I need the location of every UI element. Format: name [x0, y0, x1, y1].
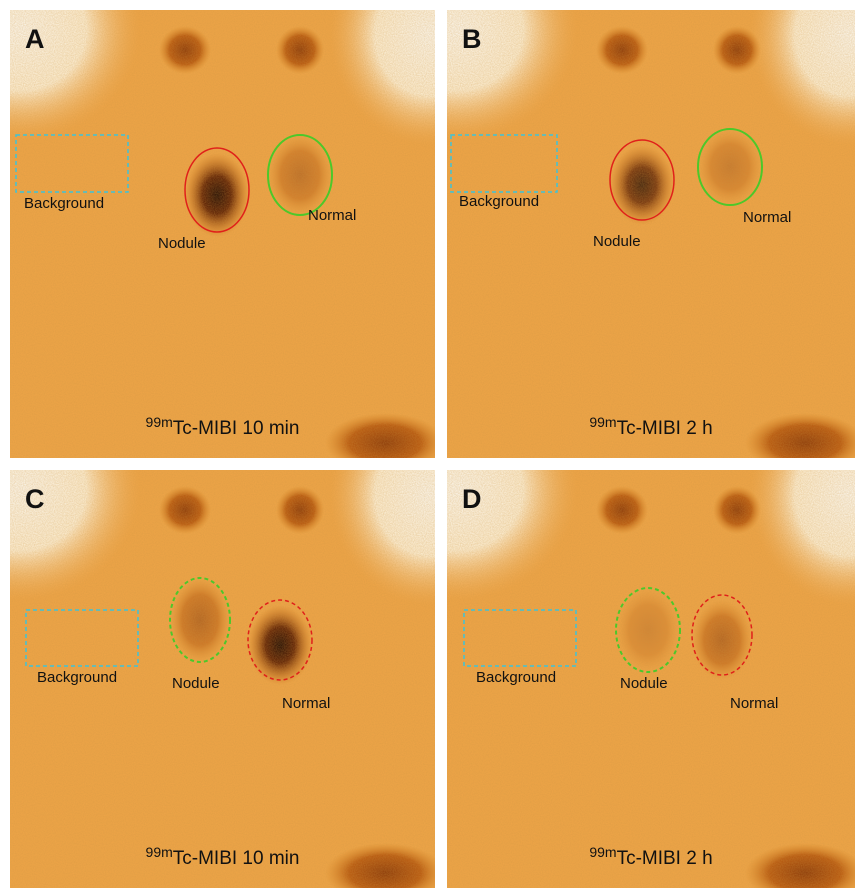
- nodule-label: Nodule: [620, 675, 668, 692]
- normal-label: Normal: [730, 695, 778, 712]
- nodule-label: Nodule: [158, 235, 206, 252]
- caption-sup: 99m: [146, 844, 173, 860]
- noise: [447, 10, 855, 458]
- nodule-label: Nodule: [172, 675, 220, 692]
- caption-text: Tc-MIBI 10 min: [173, 848, 300, 869]
- caption-text: Tc-MIBI 10 min: [173, 418, 300, 439]
- caption-text: Tc-MIBI 2 h: [617, 418, 713, 439]
- background-label: Background: [24, 195, 104, 212]
- caption-sup: 99m: [589, 414, 616, 430]
- background-label: Background: [459, 193, 539, 210]
- caption-sup: 99m: [589, 844, 616, 860]
- panel-letter: A: [25, 24, 45, 54]
- panel-letter: D: [462, 484, 482, 514]
- background-label: Background: [476, 669, 556, 686]
- background-label: Background: [37, 669, 117, 686]
- normal-label: Normal: [743, 209, 791, 226]
- caption-text: Tc-MIBI 2 h: [617, 848, 713, 869]
- noise: [10, 10, 435, 458]
- figure: ABackgroundNoduleNormal99mTc-MIBI 10 min…: [0, 0, 858, 888]
- panel-letter: C: [25, 484, 45, 514]
- panel-letter: B: [462, 24, 482, 54]
- normal-label: Normal: [282, 695, 330, 712]
- caption-sup: 99m: [146, 414, 173, 430]
- normal-label: Normal: [308, 207, 356, 224]
- nodule-label: Nodule: [593, 233, 641, 250]
